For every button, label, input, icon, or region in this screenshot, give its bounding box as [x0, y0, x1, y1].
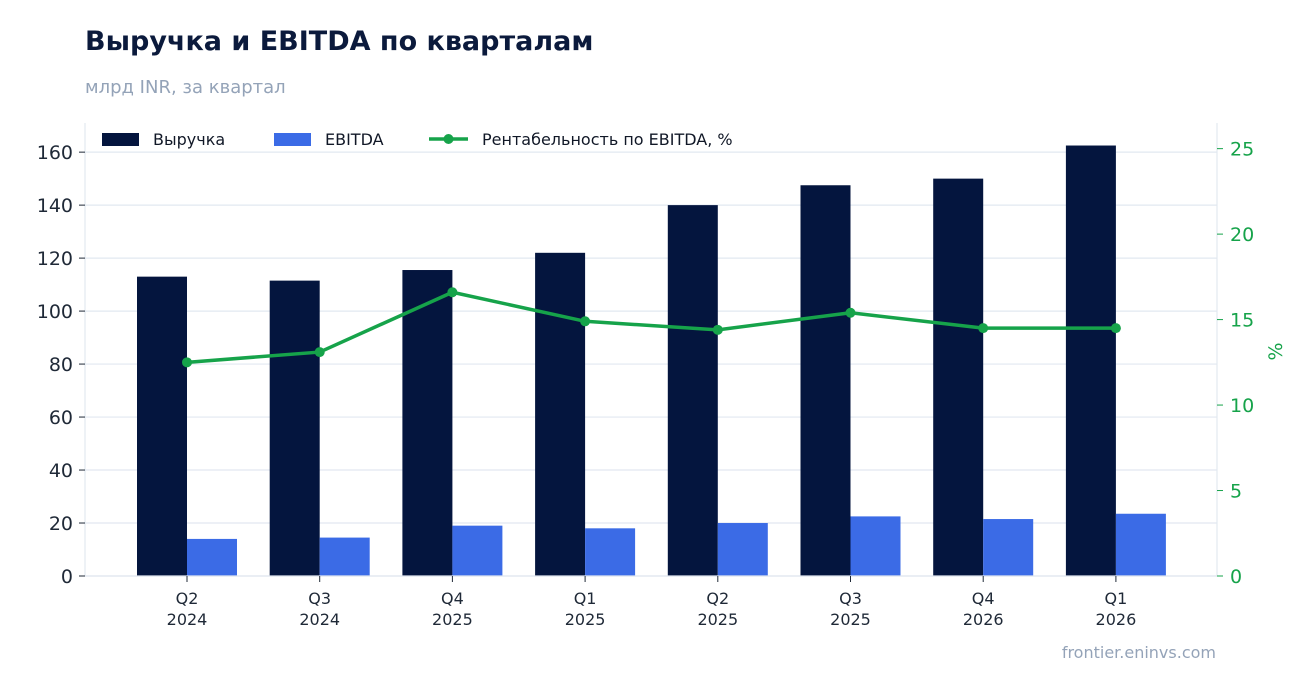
margin-point [182, 357, 192, 368]
x-tick-label: Q3 2024 [299, 589, 340, 629]
left-tick-label: 80 [49, 354, 73, 376]
right-axis-label: % [1265, 342, 1287, 360]
ebitda-bar [319, 537, 370, 576]
right-tick-label: 5 [1230, 481, 1242, 503]
x-tick-label: Q1 2025 [565, 589, 606, 629]
ebitda-bar [187, 538, 237, 576]
revenue-bar [137, 276, 187, 576]
chart-subtitle: млрд INR, за квартал [85, 77, 286, 98]
legend-swatch-ebitda [274, 133, 311, 146]
left-tick-label: 0 [61, 566, 73, 588]
chart-title: Выручка и EBITDA по кварталам [85, 26, 594, 57]
x-tick-label: Q2 2025 [697, 589, 738, 629]
x-tick-label: Q4 2025 [432, 589, 473, 629]
revenue-bar [402, 270, 453, 576]
left-tick-label: 120 [37, 248, 73, 270]
legend-label-ebitda: EBITDA [325, 130, 384, 149]
ebitda-bar [717, 523, 768, 576]
margin-series-line [185, 290, 1118, 365]
left-tick-label: 40 [49, 460, 73, 482]
margin-point [447, 287, 458, 298]
x-tick-label: Q3 2025 [830, 589, 871, 629]
right-tick-label: 20 [1230, 224, 1254, 246]
x-tick-label: Q4 2026 [963, 589, 1004, 629]
source-label: frontier.eninvs.com [1061, 643, 1216, 662]
legend: Выручка EBITDA Рентабельность по EBITDA, % [102, 130, 733, 149]
right-tick-label: 25 [1230, 139, 1254, 161]
margin-point [845, 307, 856, 318]
left-tick-label: 60 [49, 407, 73, 429]
ebitda-bar [983, 519, 1034, 576]
bars [137, 145, 1166, 577]
legend-label-margin: Рентабельность по EBITDA, % [482, 130, 733, 149]
right-tick-label: 0 [1230, 566, 1242, 588]
left-tick-label: 100 [37, 301, 73, 323]
margin-point [580, 316, 591, 327]
grid [85, 151, 1217, 577]
right-tick-label: 15 [1230, 310, 1254, 332]
x-tick-label: Q1 2026 [1096, 589, 1137, 629]
revenue-bar [269, 280, 320, 576]
ebitda-bar [452, 525, 503, 576]
ebitda-bar [1115, 513, 1166, 576]
left-tick-label: 160 [37, 142, 73, 164]
x-tick-label: Q2 2024 [167, 589, 208, 629]
margin-point [978, 323, 989, 334]
legend-label-revenue: Выручка [153, 130, 225, 149]
ebitda-bar [850, 516, 901, 576]
revenue-bar [1065, 145, 1116, 576]
ebitda-bar [585, 528, 636, 576]
legend-swatch-margin-marker [443, 134, 454, 144]
left-tick-label: 140 [37, 195, 73, 217]
revenue-bar [800, 185, 851, 576]
revenue-bar [535, 252, 586, 577]
left-tick-label: 20 [49, 513, 73, 535]
margin-line [182, 287, 1121, 368]
revenue-bar [933, 178, 984, 576]
axes: 0 20 40 60 80 100 120 140 160 0 5 10 15 20 25% Q2 2024 Q3… [37, 123, 1287, 629]
legend-swatch-revenue [102, 133, 139, 146]
margin-point [314, 347, 325, 358]
revenue-bar [667, 205, 718, 576]
margin-point [1110, 323, 1121, 334]
margin-point [712, 324, 723, 335]
right-tick-label: 10 [1230, 395, 1254, 417]
